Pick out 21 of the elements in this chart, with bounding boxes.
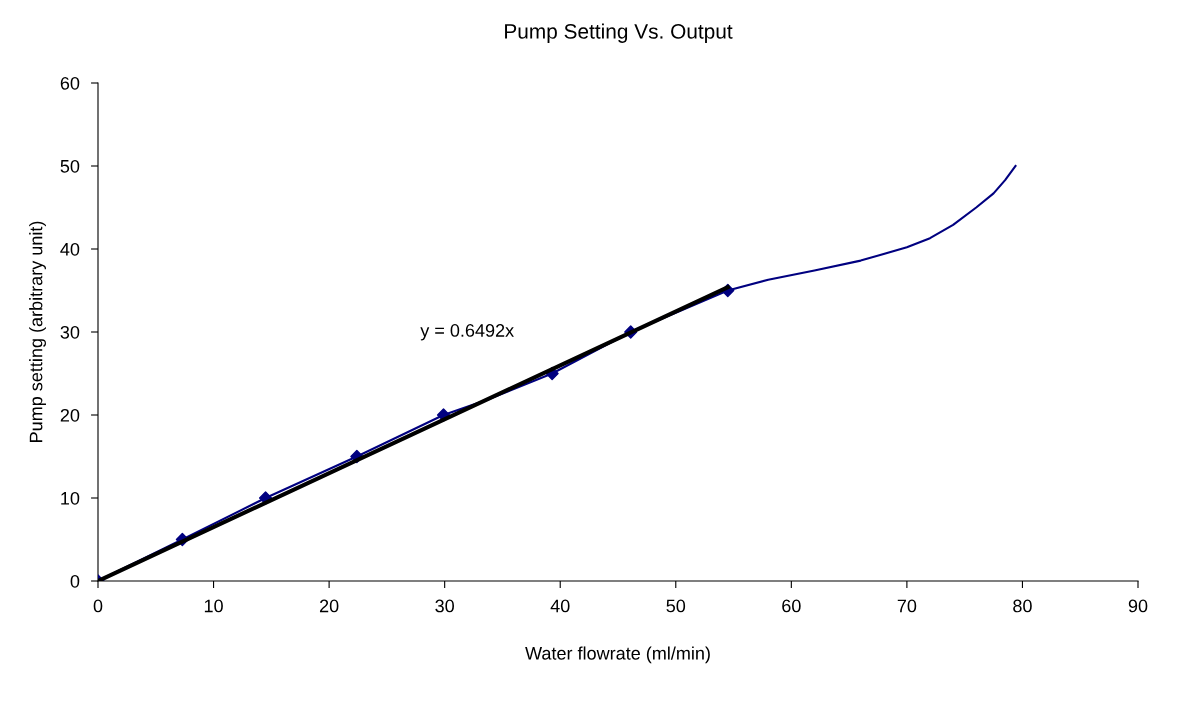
x-tick-label: 60: [782, 599, 801, 613]
annotation: y = 0.6492x: [420, 324, 514, 341]
x-tick-label: 40: [550, 599, 570, 613]
x-axis-title: Water flowrate (ml/min): [525, 646, 710, 664]
y-tick-label: 0: [70, 574, 80, 588]
y-tick-label: 20: [60, 408, 80, 422]
x-tick-label: 10: [204, 599, 223, 613]
x-tick-label: 50: [666, 599, 686, 613]
x-tick-label: 90: [1128, 599, 1148, 613]
chart-title: Pump Setting Vs. Output: [505, 23, 733, 43]
y-tick-label: 50: [60, 159, 80, 173]
y-tick-label: 10: [61, 491, 80, 505]
y-tick-label: 60: [60, 76, 80, 90]
x-tick-label: 0: [93, 599, 103, 613]
x-tick-label: 80: [1013, 599, 1032, 613]
x-tick-label: 70: [897, 599, 917, 613]
y-tick-label: 40: [60, 242, 80, 256]
y-axis-title: Pump setting (arbitrary unit): [29, 221, 46, 442]
y-tick-label: 30: [60, 325, 80, 339]
x-tick-label: 30: [435, 599, 454, 613]
x-tick-label: 20: [319, 599, 339, 613]
